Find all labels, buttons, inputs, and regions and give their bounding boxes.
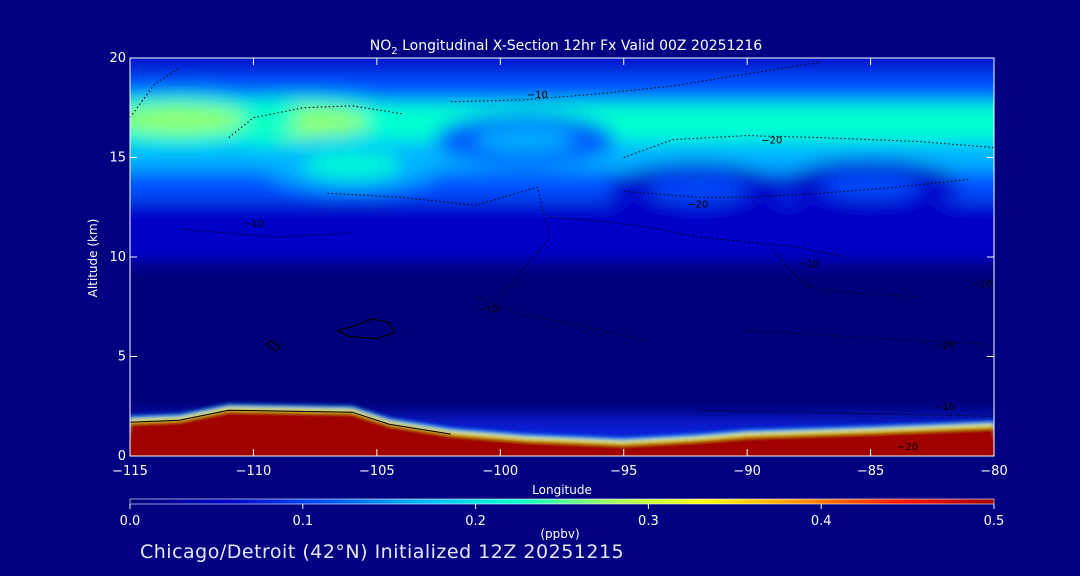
boundary-layer-field	[130, 404, 994, 456]
field-band	[130, 260, 994, 417]
x-axis: −115 −110 −105 −100 −95 −90 −85 −80	[112, 58, 1008, 479]
no2-cross-section-chart: NO2 Longitudinal X-Section 12hr Fx Valid…	[86, 38, 1008, 540]
boundary-layer-band	[130, 413, 994, 456]
contour-label: −10	[527, 90, 548, 101]
field-maximum-core	[302, 151, 402, 180]
contour-line	[228, 105, 402, 138]
contour-label: −10	[798, 259, 819, 270]
plot-area: −10 −20 −20 −10 −10 −10 −10 −20 −10 −20	[130, 58, 994, 456]
contour-label: −20	[687, 199, 708, 210]
contour-line	[130, 67, 180, 118]
x-tick-label: −85	[857, 464, 884, 479]
contour-line	[697, 409, 994, 417]
colorbar-tick-label: 0.1	[292, 514, 313, 529]
x-tick-label: −105	[359, 464, 395, 479]
contour-label: −20	[934, 341, 955, 352]
chart-title: NO2 Longitudinal X-Section 12hr Fx Valid…	[370, 38, 763, 57]
colorbar: 0.0 0.1 0.2 0.3 0.4 0.5 (ppbv)	[120, 498, 1005, 540]
contour-line	[747, 330, 994, 346]
concentration-field	[130, 58, 994, 417]
contour-label: −10	[243, 219, 264, 230]
contour-label: −20	[897, 442, 918, 453]
colorbar-ticks: 0.0 0.1 0.2 0.3 0.4 0.5	[120, 504, 1005, 529]
x-tick-label: −110	[236, 464, 272, 479]
contour-label: −10	[934, 402, 955, 413]
field-maximum-core	[475, 125, 575, 154]
colorbar-tick-label: 0.5	[984, 514, 1005, 529]
x-tick-label: −90	[733, 464, 760, 479]
colorbar-tick-label: 0.4	[811, 514, 832, 529]
closed-contour	[264, 339, 282, 352]
colorbar-tick-label: 0.3	[638, 514, 659, 529]
x-tick-label: −80	[980, 464, 1007, 479]
contour-label: −10	[477, 305, 498, 316]
y-tick-label: 0	[118, 449, 126, 464]
initialization-caption: Chicago/Detroit (42°N) Initialized 12Z 2…	[140, 541, 625, 563]
contour-line	[179, 228, 353, 238]
field-maximum-core	[648, 175, 748, 204]
contour-lines: −10 −20 −20 −10 −10 −10 −10 −20 −10 −20	[130, 61, 994, 453]
y-tick-label: 10	[109, 250, 126, 265]
contour-line	[549, 216, 846, 258]
x-axis-label: Longitude	[532, 483, 592, 497]
colorbar-unit-label: (ppbv)	[540, 527, 579, 540]
contour-line	[475, 296, 649, 342]
closed-contour	[335, 318, 395, 340]
y-axis-label: Altitude (km)	[86, 219, 100, 298]
contour-line	[808, 286, 920, 298]
field-maximum-core	[130, 105, 246, 134]
contour-label: −10	[971, 279, 992, 290]
x-tick-label: −115	[112, 464, 148, 479]
colorbar-ramp	[129, 498, 995, 505]
y-tick-label: 15	[109, 151, 126, 166]
contour-line	[327, 186, 551, 298]
y-tick-label: 20	[109, 51, 126, 66]
y-axis: 0 5 10 15 20	[109, 51, 994, 464]
x-tick-label: −95	[610, 464, 637, 479]
y-tick-label: 5	[118, 350, 126, 365]
colorbar-tick-label: 0.0	[120, 514, 141, 529]
field-maximum-core	[821, 171, 921, 200]
contour-line	[623, 178, 970, 198]
inversion-contour	[130, 409, 451, 435]
contour-label: −20	[761, 136, 782, 147]
x-tick-label: −100	[482, 464, 518, 479]
colorbar-tick-label: 0.2	[465, 514, 486, 529]
contour-line	[771, 248, 810, 288]
